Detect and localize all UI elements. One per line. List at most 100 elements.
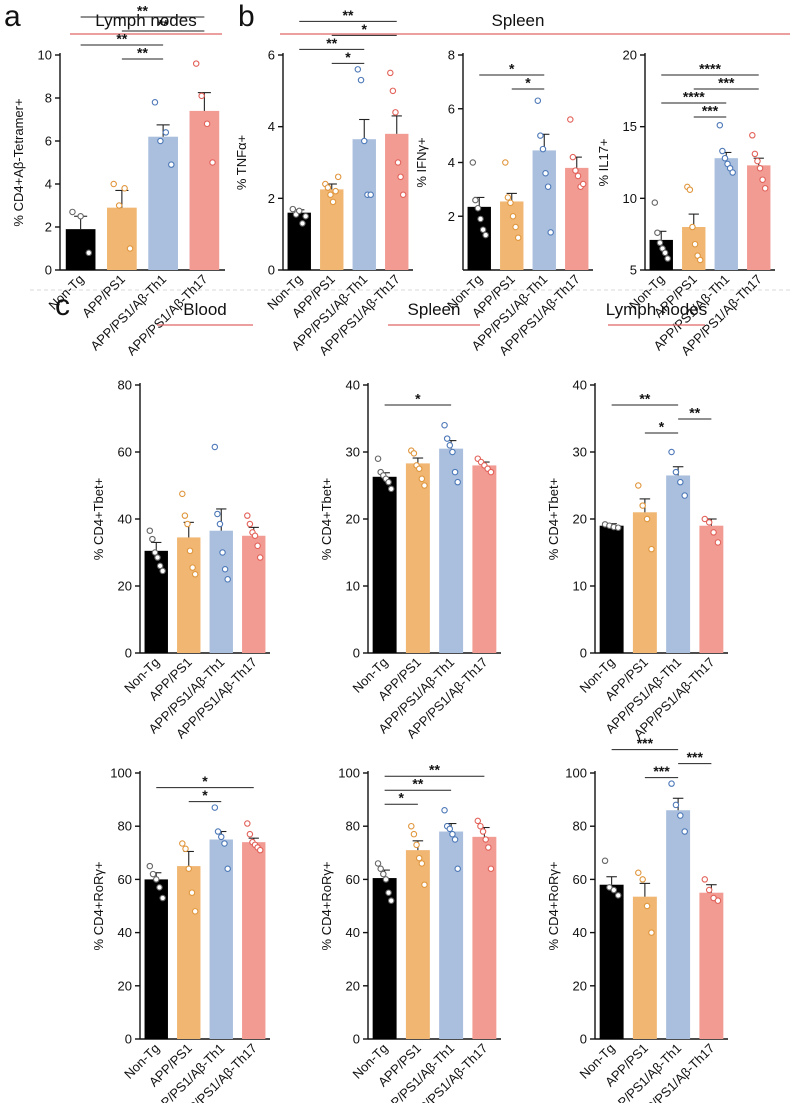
data-point-a-3-1 [198,92,205,100]
data-point-b3-2-5 [729,169,736,176]
data-point-b2-2-5 [547,229,554,236]
y-tick-label-c2-4: 40 [346,378,360,393]
y-tick-label-a-3: 6 [45,134,52,149]
spleen-b-title: Spleen [492,11,545,30]
data-point-a-2-0 [151,99,159,106]
data-point-c4-2-1 [214,828,222,835]
chart-title-c3: Lymph nodes [606,300,707,319]
sig-label-c6-2: *** [687,749,704,765]
data-point-b3-0-5 [664,255,671,262]
data-point-c5-2-2 [446,825,454,833]
data-point-c1-1-4 [189,564,196,571]
y-tick-label-c6-0: 0 [580,1032,587,1047]
data-point-c4-2-0 [211,804,219,811]
data-point-b2-2-3 [542,170,549,177]
y-tick-label-c6-2: 40 [573,925,587,940]
data-point-b2-3-0 [567,116,574,123]
data-point-c3-1-2 [643,515,651,523]
sig-label-b1-1: ** [343,7,354,23]
data-point-b1-0-2 [295,207,303,215]
bar-c1-1 [177,537,201,653]
data-point-c5-3-2 [479,828,487,835]
data-point-b3-1-5 [696,256,704,264]
data-point-c1-2-2 [216,520,224,528]
data-point-c2-1-1 [410,450,418,457]
data-point-b2-3-1 [569,153,577,161]
sig-label-c6-0: *** [637,735,654,751]
y-tick-label-c4-1: 20 [118,978,132,993]
y-tick-label-c3-2: 20 [573,512,587,527]
bar-c1-3 [242,535,266,653]
sig-label-b3-0: **** [683,89,705,105]
data-point-a-2-3 [168,161,175,168]
y-tick-label-c4-5: 100 [110,766,132,781]
data-point-b2-3-5 [579,180,587,188]
data-point-c3-2-3 [681,492,688,499]
y-tick-label-a-0: 0 [45,263,52,278]
data-point-c2-0-0 [374,455,382,462]
y-tick-label-c2-3: 30 [346,445,360,460]
data-point-c3-0-3 [614,524,622,531]
y-tick-label-c5-3: 60 [346,872,360,887]
data-point-b1-3-0 [387,69,394,77]
sig-label-c4-1: * [202,773,208,789]
bar-b3-3 [747,165,771,270]
bar-c2-1 [405,463,430,653]
data-point-c6-1-0 [635,869,642,876]
data-point-c3-2-1 [672,468,680,476]
y-tick-label-b3-3: 20 [623,48,637,63]
bar-c4-3 [242,842,266,1039]
bar-b3-1 [682,227,706,270]
y-axis-label-c5: % CD4+RoRγ+ [319,862,334,951]
bar-c3-1 [632,512,657,653]
data-point-c6-1-1 [639,876,646,883]
data-point-c6-2-2 [677,812,684,819]
data-point-a-0-1 [77,213,84,220]
panel-b-label: b [238,0,255,33]
y-tick-label-c4-3: 60 [118,872,132,887]
data-point-b3-3-5 [761,185,769,192]
data-point-c5-1-4 [418,860,426,867]
bar-b2-0 [467,206,491,270]
sig-label-c3-0: ** [639,391,650,407]
data-point-c5-0-1 [377,865,384,873]
data-point-b3-1-2 [689,223,696,231]
y-axis-label-c6: % CD4+RoRγ+ [546,862,561,951]
y-tick-label-a-4: 8 [45,91,52,106]
y-tick-label-c4-4: 80 [118,819,132,834]
bar-b2-2 [532,150,556,270]
data-point-c6-3-1 [705,886,713,894]
data-point-b1-3-4 [397,173,404,181]
data-point-c4-2-2 [218,833,225,841]
sig-label-c5-2: ** [429,762,440,778]
data-point-c5-0-5 [387,897,395,904]
data-point-b1-2-2 [360,137,368,145]
data-point-a-0-2 [85,249,93,257]
data-point-c1-1-3 [186,547,194,555]
y-tick-label-c5-4: 80 [346,819,360,834]
sig-label-b3-3: *** [718,75,735,91]
data-point-c4-1-1 [182,845,189,853]
data-point-c2-1-3 [415,465,423,472]
data-point-c5-1-3 [415,854,423,862]
data-point-a-3-3 [209,159,216,166]
y-tick-label-b2-1: 4 [448,155,455,170]
data-point-b1-0-3 [299,220,306,227]
sig-label-c3-2: ** [689,405,700,421]
data-point-c1-3-5 [256,554,264,561]
data-point-c1-2-5 [224,576,231,583]
y-axis-label-b3: % IL17+ [596,138,611,186]
y-tick-label-c1-1: 20 [118,579,132,594]
data-point-c1-2-3 [219,549,226,556]
sig-label-b1-2: * [345,49,351,65]
data-point-c4-3-5 [256,846,264,854]
y-tick-label-c5-5: 100 [338,766,360,781]
data-point-c2-2-5 [454,478,461,486]
bar-c3-2 [666,475,691,653]
data-point-b2-3-2 [572,167,579,174]
data-point-c1-2-4 [221,565,229,573]
bar-c5-3 [472,836,497,1039]
